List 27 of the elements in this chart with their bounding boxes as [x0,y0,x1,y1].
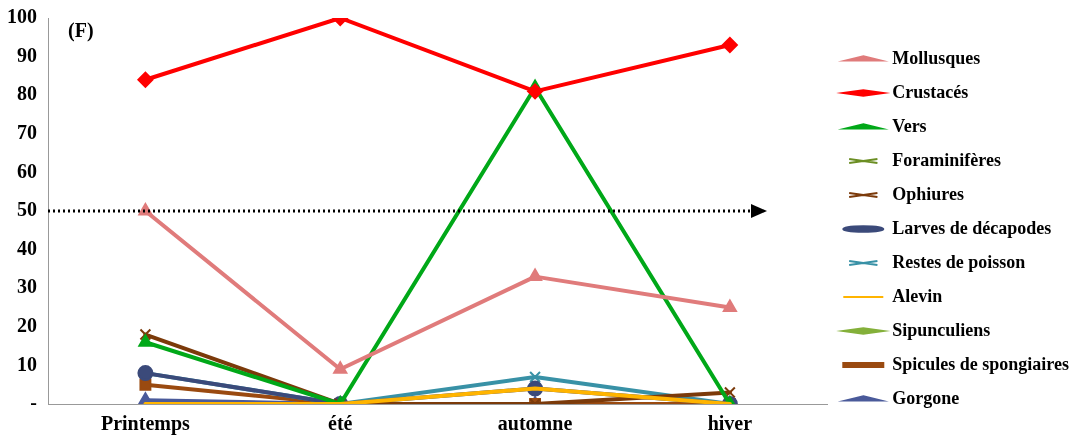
y-tick-label: 30 [17,275,37,298]
y-tick-label: 80 [17,82,37,105]
y-tick-label: 20 [17,313,37,336]
legend-label: Spicules de spongiaires [892,353,1070,374]
y-tick-label: 60 [17,159,37,182]
legend-label: Foraminifères [892,149,1001,170]
x-tick-label: été [328,412,353,435]
legend-label: Ophiures [892,183,964,204]
legend-label: Vers [892,115,927,136]
legend-label: Sipunculiens [892,319,991,340]
y-tick-label: - [30,391,37,414]
legend-label: Alevin [892,285,943,306]
legend-label: Restes de poisson [892,251,1026,272]
legend-label: Mollusques [892,47,981,68]
x-tick-label: Printemps [100,412,191,436]
x-tick-label: hiver [707,412,753,435]
y-tick-label: 50 [17,198,37,221]
x-tick-label: automne [497,412,573,435]
legend-label: Gorgone [892,387,960,408]
y-tick-label: 10 [17,352,37,375]
y-tick-label: 100 [7,5,37,28]
y-tick-label: 90 [17,43,37,66]
y-tick-label: 40 [17,236,37,259]
y-tick-label: 70 [17,120,37,143]
legend-label: Larves de décapodes [892,217,1052,238]
annotation: (F) [68,19,94,43]
legend-label: Crustacés [892,81,969,102]
